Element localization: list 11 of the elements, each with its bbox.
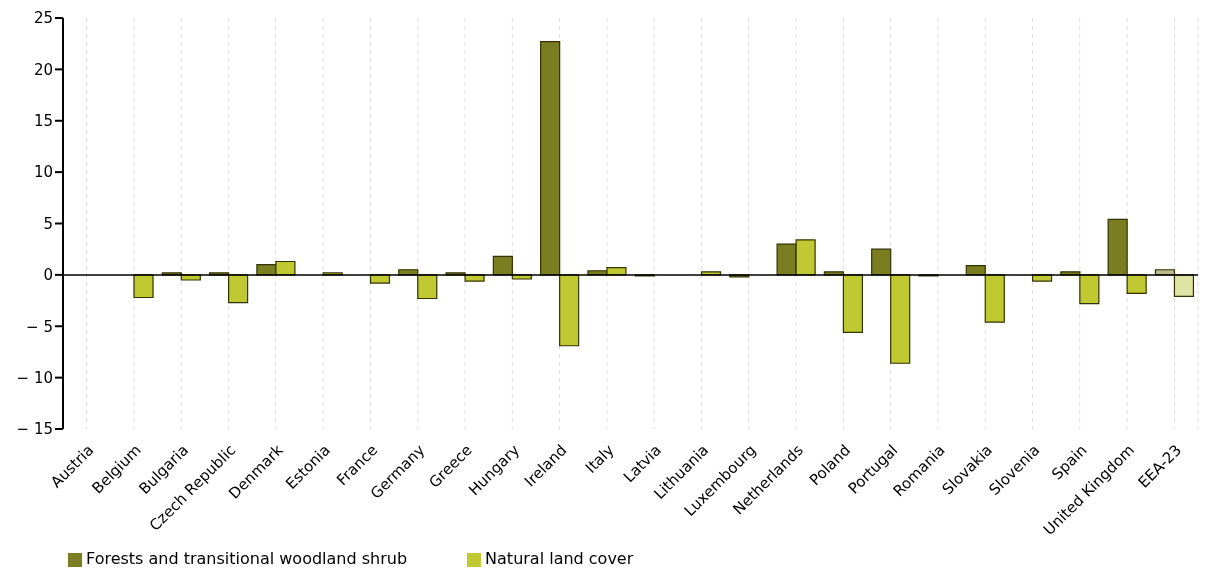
y-tick-label: − 10: [16, 368, 53, 387]
legend-label: Natural land cover: [485, 549, 634, 568]
legend-label: Forests and transitional woodland shrub: [86, 549, 408, 568]
y-tick-label: 10: [33, 163, 53, 182]
y-tick-label: − 15: [16, 420, 53, 439]
y-tick-label: 0: [43, 266, 53, 285]
y-tick-label: 25: [33, 9, 53, 28]
y-tick-label: 20: [33, 60, 53, 79]
y-tick-label: 15: [33, 112, 53, 131]
y-tick-label: − 5: [26, 317, 53, 336]
y-tick-label: 5: [43, 214, 53, 233]
